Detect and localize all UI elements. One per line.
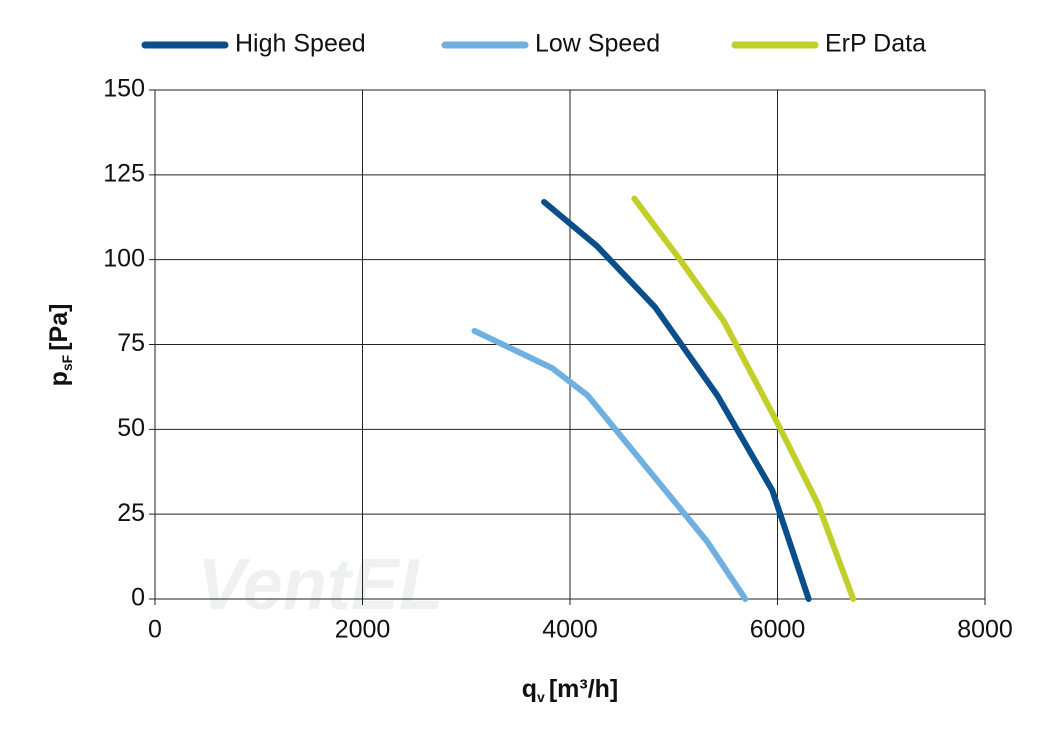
- x-label-sub: v: [537, 689, 545, 705]
- y-tick-label: 150: [103, 75, 145, 103]
- x-label-main: q: [522, 675, 537, 703]
- y-label-main: p: [45, 371, 73, 386]
- y-tick-label: 50: [117, 414, 145, 442]
- x-tick-label: 4000: [542, 616, 598, 644]
- x-tick-label: 8000: [957, 616, 1013, 644]
- legend-label: ErP Data: [825, 30, 926, 58]
- x-axis-label: qv [m³/h]: [522, 675, 619, 705]
- x-tick-label: 6000: [750, 616, 806, 644]
- y-label-unit: [Pa]: [45, 304, 73, 351]
- legend-label: High Speed: [235, 30, 366, 58]
- x-label-unit: [m³/h]: [549, 675, 618, 703]
- y-tick-label: 75: [117, 329, 145, 357]
- y-label-sub: sF: [59, 354, 75, 371]
- data-line: [471, 327, 749, 602]
- y-tick-label: 25: [117, 499, 145, 527]
- x-tick-label: 0: [148, 616, 162, 644]
- legend-label: Low Speed: [535, 30, 660, 58]
- y-tick-label: 0: [131, 584, 145, 612]
- data-line: [541, 198, 812, 602]
- data-line: [631, 195, 857, 602]
- x-tick-label: 2000: [335, 616, 391, 644]
- y-tick-label: 100: [103, 244, 145, 272]
- y-axis-label: psF [Pa]: [45, 304, 75, 387]
- y-tick-label: 125: [103, 159, 145, 187]
- watermark: VentEL: [197, 545, 442, 625]
